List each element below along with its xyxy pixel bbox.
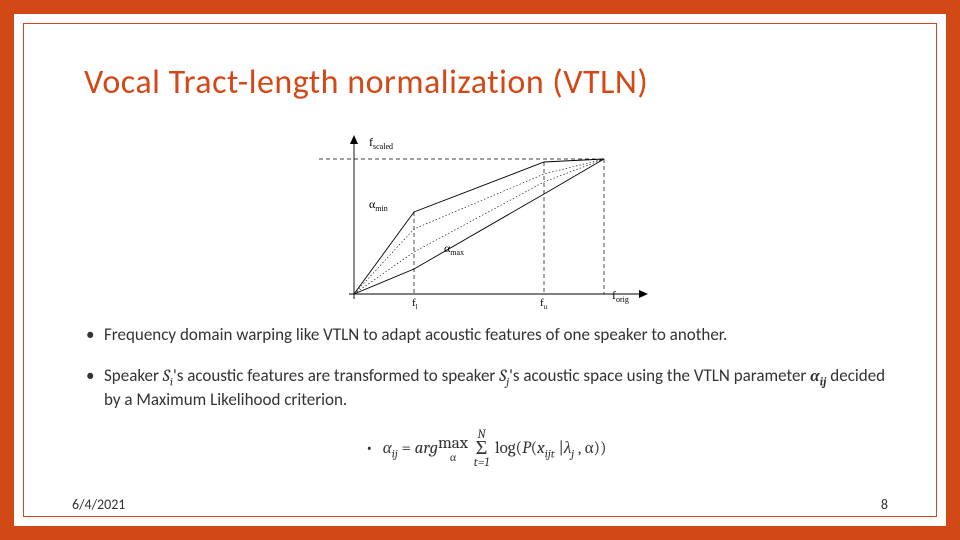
- bullet-item-2: Speaker Si's acoustic features are trans…: [86, 365, 886, 412]
- footer-date: 6/4/2021: [72, 496, 125, 513]
- diagram-fl: fl: [412, 297, 418, 309]
- var-alpha-ij: αij: [810, 367, 826, 386]
- slide-title: Vocal Tract-length normalization (VTLN): [84, 62, 896, 103]
- var-Sj: Sj: [499, 367, 509, 386]
- diagram-alpha-min: αmin: [369, 197, 388, 213]
- bullet-text-1: Frequency domain warping like VTLN to ad…: [104, 324, 727, 345]
- bullet-item-1: Frequency domain warping like VTLN to ad…: [86, 324, 886, 347]
- footer-page-number: 8: [881, 496, 888, 513]
- diagram-alpha-max: αmax: [444, 241, 464, 257]
- vtln-diagram: fscaled forig αmin αmax fl fu: [314, 134, 674, 309]
- diagram-fu: fu: [540, 297, 548, 309]
- bullet-list: Frequency domain warping like VTLN to ad…: [86, 324, 886, 469]
- equation: • αij = arg max α N Σ t=1 log(P(xijt |λj…: [86, 430, 886, 468]
- var-Si: Si: [163, 367, 173, 386]
- vtln-diagram-svg: fscaled forig αmin αmax fl fu: [314, 134, 674, 309]
- slide-border: Vocal Tract-length normalization (VTLN): [0, 0, 960, 540]
- diagram-x-label: forig: [612, 288, 629, 304]
- diagram-y-label: fscaled: [369, 135, 393, 151]
